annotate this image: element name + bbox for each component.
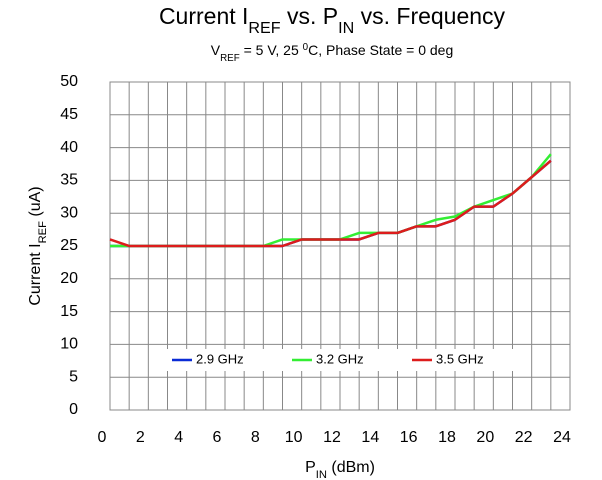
legend-label: 3.5 GHz <box>436 351 484 366</box>
legend-label: 2.9 GHz <box>196 351 244 366</box>
chart-title: Current IREF vs. PIN vs. Frequency <box>159 3 506 37</box>
y-tick-label: 15 <box>60 303 78 320</box>
legend-box <box>164 349 514 371</box>
y-tick-label: 5 <box>69 368 78 385</box>
y-tick-label: 45 <box>60 106 78 123</box>
x-axis-label: PIN (dBm) <box>305 459 375 480</box>
x-tick-label: 16 <box>400 429 418 446</box>
y-tick-label: 30 <box>60 204 78 221</box>
y-tick-label: 50 <box>60 73 78 90</box>
x-tick-label: 22 <box>515 429 533 446</box>
legend-label: 3.2 GHz <box>316 351 364 366</box>
y-tick-label: 25 <box>60 237 78 254</box>
y-tick-label: 20 <box>60 270 78 287</box>
x-tick-label: 6 <box>213 429 222 446</box>
x-tick-label: 8 <box>251 429 260 446</box>
x-tick-label: 10 <box>285 429 303 446</box>
y-axis-label: Current IREF (uA) <box>27 186 49 305</box>
y-tick-label: 40 <box>60 139 78 156</box>
x-tick-label: 0 <box>98 429 107 446</box>
chart-subtitle: VREF = 5 V, 25 0C, Phase State = 0 deg <box>211 42 454 64</box>
x-tick-label: 20 <box>476 429 494 446</box>
series-line <box>109 159 552 248</box>
y-tick-label: 35 <box>60 172 78 189</box>
x-tick-label: 18 <box>438 429 456 446</box>
x-tick-label: 14 <box>361 429 379 446</box>
y-tick-label: 10 <box>60 336 78 353</box>
x-tick-label: 24 <box>553 429 571 446</box>
y-tick-label: 0 <box>69 401 78 418</box>
x-tick-label: 4 <box>174 429 183 446</box>
x-tick-label: 2 <box>136 429 145 446</box>
x-tick-label: 12 <box>323 429 341 446</box>
